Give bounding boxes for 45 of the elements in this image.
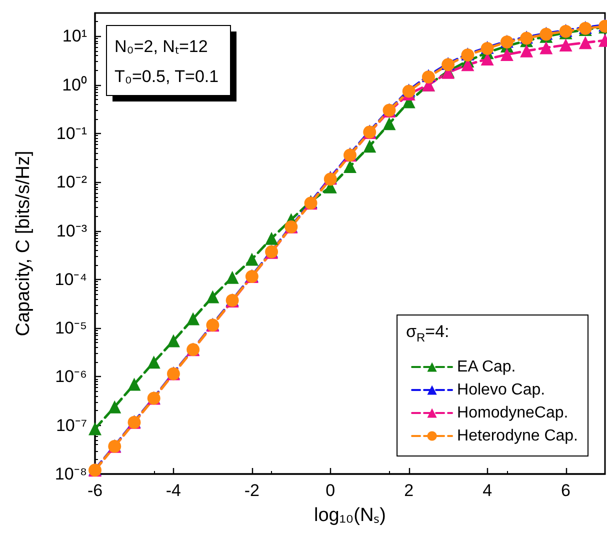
legend-label: EA Cap. bbox=[457, 358, 516, 376]
x-tick-label: 0 bbox=[326, 481, 336, 500]
y-tick-label: 10⁻⁵ bbox=[55, 318, 87, 338]
point bbox=[559, 38, 572, 52]
y-tick-label: 10⁻⁴ bbox=[54, 270, 87, 289]
point bbox=[344, 160, 356, 173]
y-tick-label: 10⁰ bbox=[62, 75, 87, 94]
point bbox=[128, 378, 141, 391]
x-tick-label: -6 bbox=[87, 481, 103, 500]
y-tick-label: 10⁻⁷ bbox=[56, 416, 87, 435]
x-tick-label: -4 bbox=[166, 481, 182, 500]
point bbox=[265, 232, 278, 245]
point bbox=[578, 36, 592, 50]
point bbox=[520, 44, 534, 58]
legend-label: HomodyneCap. bbox=[457, 404, 568, 422]
y-tick-label: 10⁻⁸ bbox=[54, 464, 87, 484]
legend-label: Heterodyne Cap. bbox=[457, 428, 578, 444]
y-tick-label: 10⁻² bbox=[56, 172, 88, 192]
y-axis-title: Capacity, C [bits/s/Hz] bbox=[13, 150, 34, 336]
x-tick-label: 6 bbox=[561, 481, 571, 500]
y-tick-label: 10⁻³ bbox=[56, 221, 88, 240]
annotation: T₀=0.5, T=0.1 bbox=[114, 67, 219, 86]
point bbox=[480, 52, 494, 66]
point bbox=[108, 400, 122, 414]
y-tick-label: 10¹ bbox=[62, 26, 88, 46]
y-tick-label: 10⁻¹ bbox=[56, 124, 88, 143]
point bbox=[382, 117, 396, 130]
y-tick-label: 10⁻⁶ bbox=[55, 367, 87, 386]
point bbox=[186, 312, 200, 326]
point bbox=[147, 356, 160, 369]
point bbox=[363, 140, 376, 153]
point bbox=[226, 270, 239, 284]
point bbox=[540, 41, 553, 54]
legend-label: Holevo Cap. bbox=[457, 382, 546, 398]
x-tick-label: 4 bbox=[482, 481, 492, 500]
x-tick-label: -2 bbox=[244, 481, 260, 500]
x-tick-label: 2 bbox=[404, 481, 414, 500]
point bbox=[166, 334, 180, 348]
point bbox=[245, 252, 258, 266]
point bbox=[88, 422, 102, 436]
x-axis-title: log₁₀(Nₛ) bbox=[314, 505, 386, 526]
point bbox=[206, 290, 220, 304]
annotation: N₀=2, Nₜ=12 bbox=[114, 37, 208, 56]
legend-title: σ$_{R}$=4: bbox=[406, 322, 450, 346]
point bbox=[500, 48, 514, 62]
